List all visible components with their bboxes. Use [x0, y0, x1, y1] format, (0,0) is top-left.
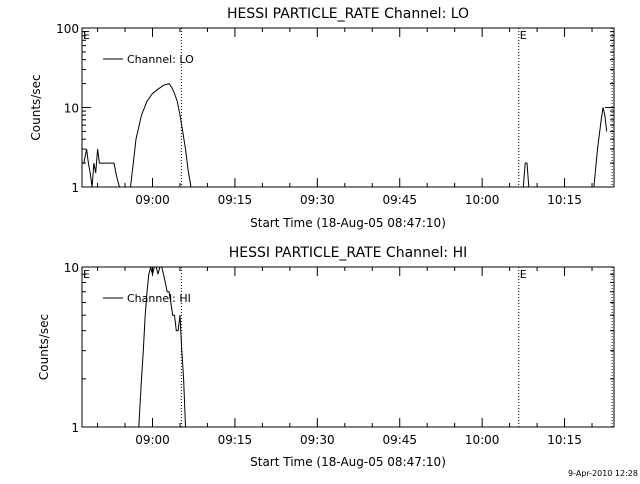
x-tick-label: 10:00	[465, 193, 500, 207]
series-line-segment	[138, 267, 186, 427]
footer-timestamp: 9-Apr-2010 12:28	[568, 469, 638, 478]
y-axis-label: Counts/sec	[29, 74, 43, 140]
x-tick-label: 09:45	[382, 193, 417, 207]
event-marker-label: E	[520, 29, 527, 42]
x-tick-label: 10:00	[465, 433, 500, 447]
chart-title: HESSI PARTICLE_RATE Channel: LO	[227, 6, 469, 22]
y-tick-label: 10	[64, 261, 79, 275]
y-tick-label: 100	[56, 22, 79, 36]
y-axis-label: Counts/sec	[37, 314, 51, 380]
x-tick-label: 09:15	[218, 193, 253, 207]
event-marker-label: E	[83, 29, 90, 42]
series-line-segment	[522, 162, 530, 187]
x-tick-label: 09:30	[300, 193, 335, 207]
x-tick-label: 09:00	[135, 433, 170, 447]
event-marker-label: E	[520, 268, 527, 281]
event-marker-label: E	[83, 268, 90, 281]
y-tick-label: 1	[71, 181, 79, 195]
x-tick-label: 09:15	[218, 433, 253, 447]
plot-frame	[81, 266, 615, 428]
y-tick-label: 1	[71, 421, 79, 435]
x-axis-label: Start Time (18-Aug-05 08:47:10)	[250, 216, 446, 230]
legend-label: Channel: HI	[127, 292, 191, 305]
x-tick-label: 10:15	[547, 193, 582, 207]
x-tick-label: 09:45	[382, 433, 417, 447]
x-axis-label: Start Time (18-Aug-05 08:47:10)	[250, 455, 446, 469]
x-tick-label: 09:30	[300, 433, 335, 447]
legend-label: Channel: LO	[127, 53, 194, 66]
x-tick-label: 10:15	[547, 433, 582, 447]
x-tick-label: 09:00	[135, 193, 170, 207]
series-line-segment	[82, 149, 122, 187]
y-tick-label: 10	[64, 102, 79, 116]
series-line-segment	[593, 107, 608, 187]
series-line-segment	[130, 83, 192, 187]
chart-title: HESSI PARTICLE_RATE Channel: HI	[229, 245, 467, 261]
